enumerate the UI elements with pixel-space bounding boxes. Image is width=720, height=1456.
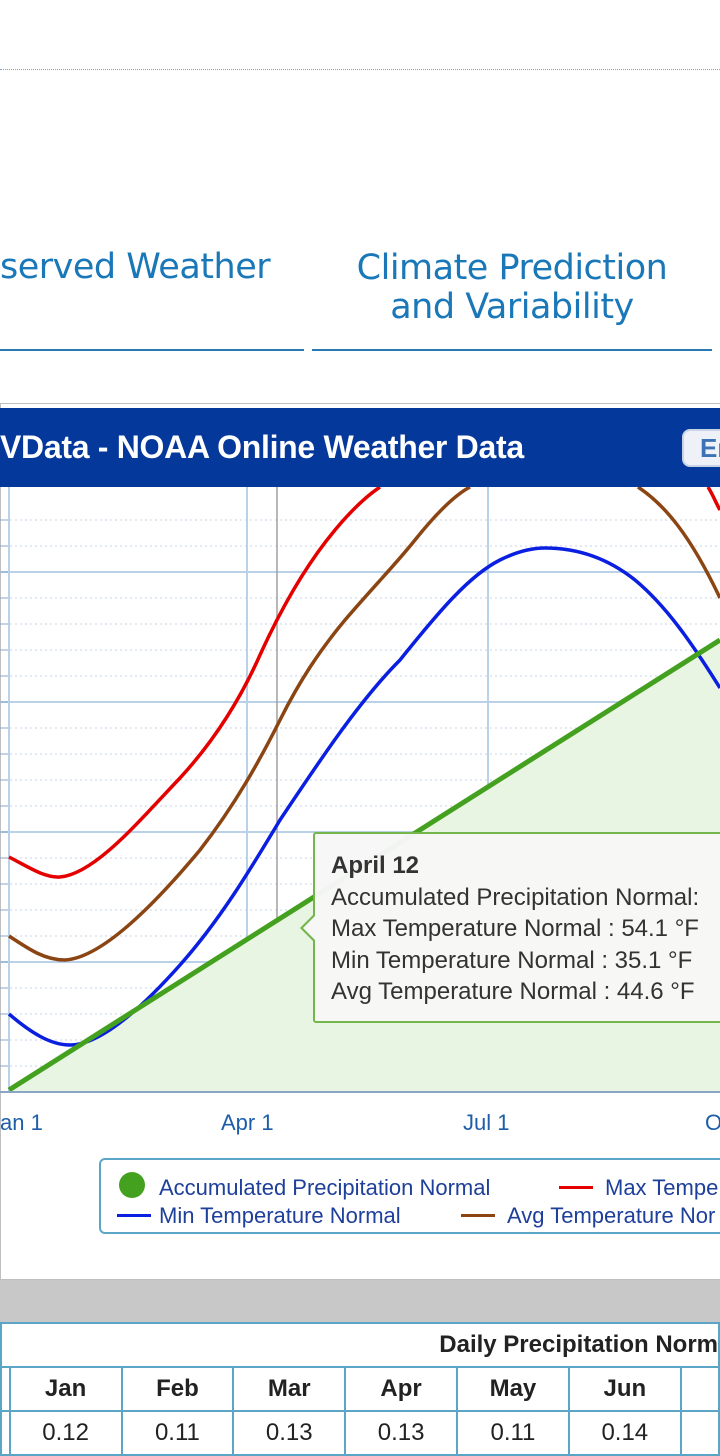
table-header-cell: May xyxy=(456,1366,570,1412)
x-tick-label: an 1 xyxy=(0,1110,43,1135)
nav-climate-prediction-line1: Climate Prediction xyxy=(356,248,668,288)
table-caption: Daily Precipitation Norm xyxy=(0,1322,720,1368)
tooltip-avg-temp: Avg Temperature Normal : 44.6 °F xyxy=(331,978,695,1005)
series-line-avg-temp-right xyxy=(637,487,720,599)
table-cell xyxy=(0,1410,11,1456)
table-cell: 0.13 xyxy=(344,1410,459,1456)
panel-title: VData - NOAA Online Weather Data xyxy=(0,429,524,465)
nav-climate-prediction-link[interactable]: Climate Prediction and Variability xyxy=(312,249,712,327)
x-tick-label: Jul 1 xyxy=(463,1110,510,1135)
legend-label-avg-temp: Avg Temperature Nor xyxy=(507,1203,716,1228)
legend-label-precip: Accumulated Precipitation Normal xyxy=(159,1175,491,1200)
table-header-cell: Apr xyxy=(344,1366,459,1412)
table-cell: 0.11 xyxy=(456,1410,570,1456)
table-cell: 0.11 xyxy=(120,1410,235,1456)
table-header-cell xyxy=(679,1366,720,1412)
table-header-cell: Jun xyxy=(567,1366,682,1412)
table-header-cell: Jan xyxy=(8,1366,123,1412)
legend-marker-max-temp xyxy=(559,1186,593,1189)
table-toolbar-bar xyxy=(0,1280,720,1322)
language-button[interactable]: En xyxy=(682,429,720,467)
table-cell: 0.13 xyxy=(232,1410,347,1456)
nav-observed-weather-link[interactable]: served Weather xyxy=(0,247,271,287)
table-cell: 0.12 xyxy=(8,1410,123,1456)
series-line-max-temp xyxy=(8,487,381,879)
table-header-cell: Feb xyxy=(120,1366,235,1412)
legend-marker-min-temp xyxy=(117,1214,151,1217)
series-line-avg-temp xyxy=(8,487,471,962)
nav-climate-prediction-line2: and Variability xyxy=(390,287,634,327)
table-cell: 0.14 xyxy=(567,1410,682,1456)
tooltip-min-temp: Min Temperature Normal : 35.1 °F xyxy=(331,946,693,974)
legend-label-min-temp: Min Temperature Normal xyxy=(159,1203,401,1228)
chart-tooltip: April 12 Accumulated Precipitation Norma… xyxy=(313,832,720,1023)
series-line-max-temp-right xyxy=(706,487,720,511)
tooltip-date: April 12 xyxy=(331,852,420,879)
table-header-cell: Mar xyxy=(232,1366,347,1412)
y-axis-ticks xyxy=(0,519,8,1067)
legend-marker-precip xyxy=(119,1172,145,1198)
chart-legend: Accumulated Precipitation Normal Max Tem… xyxy=(99,1158,720,1234)
panel-header xyxy=(0,408,720,487)
tooltip-arrow-inner xyxy=(303,916,315,940)
tooltip-max-temp: Max Temperature Normal : 54.1 °F xyxy=(331,915,699,942)
daily-precip-table: Daily Precipitation Norm Jan Feb Mar Apr… xyxy=(0,1322,720,1456)
table-caption-text: Daily Precipitation Norm xyxy=(439,1331,718,1358)
legend-marker-avg-temp xyxy=(461,1214,495,1217)
x-tick-label: Apr 1 xyxy=(221,1110,274,1135)
legend-label-max-temp: Max Tempe xyxy=(605,1175,719,1200)
top-dotted-divider xyxy=(0,69,720,70)
table-cell xyxy=(679,1410,720,1456)
nav-underline-left xyxy=(0,349,304,351)
nav-underline-right xyxy=(312,349,712,351)
tooltip-precip: Accumulated Precipitation Normal: xyxy=(331,883,700,911)
x-tick-label: O xyxy=(705,1110,720,1135)
table-header-cell xyxy=(0,1366,11,1412)
